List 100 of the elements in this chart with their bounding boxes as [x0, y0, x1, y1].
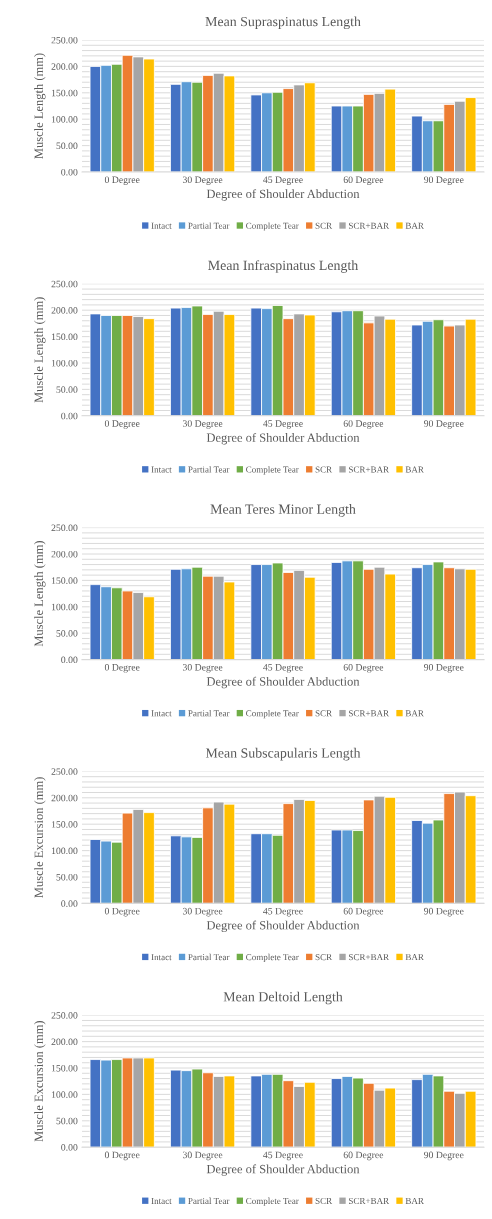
legend-label: Intact	[151, 710, 172, 717]
x-axis-title: Degree of Shoulder Abduction	[206, 432, 360, 445]
y-tick-label: 50.00	[56, 1117, 78, 1125]
y-axis-title: Muscle Excursion (mm)	[34, 1021, 46, 1142]
chart-title: Mean Infraspinatus Length	[208, 260, 359, 273]
legend-label: BAR	[405, 710, 424, 717]
y-tick-label: 100.00	[51, 359, 78, 367]
legend-label: Intact	[151, 1197, 172, 1204]
x-tick-label: 90 Degree	[424, 664, 464, 673]
y-tick-label: 50.00	[56, 873, 78, 881]
x-axis-title: Degree of Shoulder Abduction	[206, 676, 360, 689]
y-tick-label: 250.00	[51, 768, 78, 775]
x-tick-label: 0 Degree	[104, 176, 140, 185]
y-tick-label: 0.00	[61, 412, 78, 420]
x-axis-title: Degree of Shoulder Abduction	[206, 920, 360, 933]
legend-label: SCR+BAR	[349, 710, 390, 717]
y-tick-label: 250.00	[51, 36, 78, 44]
legend-label: Partial Tear	[188, 222, 230, 229]
legend-label: SCR	[315, 954, 333, 961]
y-tick-label: 200.00	[51, 550, 78, 558]
y-tick-label: 250.00	[51, 280, 78, 288]
legend-label: Partial Tear	[188, 710, 230, 717]
chart-title: Mean Supraspinatus Length	[205, 16, 361, 30]
x-tick-label: 45 Degree	[263, 664, 303, 673]
y-tick-label: 100.00	[51, 603, 78, 611]
y-tick-label: 100.00	[51, 1091, 78, 1098]
x-tick-label: 30 Degree	[182, 664, 223, 673]
y-tick-label: 150.00	[51, 1064, 78, 1072]
x-tick-label: 45 Degree	[263, 1151, 303, 1161]
legend-label: Complete Tear	[246, 953, 299, 963]
y-tick-label: 0.00	[61, 1144, 78, 1151]
x-tick-label: 90 Degree	[424, 420, 464, 429]
y-tick-label: 0.00	[61, 656, 78, 664]
y-tick-label: 150.00	[51, 89, 78, 97]
y-tick-label: 200.00	[51, 307, 78, 314]
y-tick-label: 200.00	[51, 63, 78, 70]
legend-label: SCR+BAR	[349, 954, 390, 961]
y-tick-label: 200.00	[51, 1038, 78, 1046]
x-tick-label: 0 Degree	[104, 420, 140, 429]
x-tick-label: 60 Degree	[343, 420, 384, 429]
legend-label: BAR	[405, 1197, 424, 1204]
y-tick-label: 150.00	[51, 821, 78, 828]
legend-label: SCR+BAR	[349, 1197, 390, 1204]
legend-label: BAR	[405, 466, 424, 473]
y-axis-title: Muscle Length (mm)	[34, 53, 46, 159]
legend-label: SCR	[315, 466, 333, 473]
legend-label: Partial Tear	[188, 1197, 230, 1204]
legend-label: Intact	[151, 954, 172, 961]
legend-label: Intact	[151, 466, 172, 473]
x-tick-label: 30 Degree	[182, 420, 223, 429]
y-axis-title: Muscle Length (mm)	[34, 541, 46, 647]
x-tick-label: 60 Degree	[343, 907, 384, 917]
x-tick-label: 90 Degree	[424, 907, 464, 917]
x-tick-label: 30 Degree	[182, 1151, 223, 1161]
x-axis-title: Degree of Shoulder Abduction	[206, 189, 360, 201]
legend-label: Complete Tear	[246, 710, 299, 719]
y-tick-label: 0.00	[61, 168, 78, 176]
y-tick-label: 100.00	[51, 847, 78, 855]
legend-label: Complete Tear	[246, 1197, 299, 1206]
x-tick-label: 45 Degree	[263, 907, 303, 917]
y-tick-label: 0.00	[61, 900, 78, 907]
x-tick-label: 60 Degree	[343, 664, 384, 673]
legend-label: Intact	[151, 222, 172, 229]
chart-title: Mean Subscapularis Length	[205, 747, 361, 761]
x-tick-label: 30 Degree	[182, 907, 223, 917]
y-tick-label: 100.00	[51, 116, 78, 123]
x-tick-label: 0 Degree	[104, 1151, 140, 1161]
y-tick-label: 250.00	[51, 1012, 78, 1019]
x-tick-label: 30 Degree	[182, 176, 223, 185]
legend-label: BAR	[405, 954, 424, 961]
legend-label: Complete Tear	[246, 466, 299, 475]
x-tick-label: 60 Degree	[343, 176, 384, 185]
x-tick-label: 90 Degree	[424, 1151, 464, 1161]
y-axis-title: Muscle Excursion (mm)	[34, 777, 46, 898]
legend-label: SCR+BAR	[349, 466, 390, 473]
y-tick-label: 250.00	[51, 524, 78, 532]
legend-label: SCR	[315, 222, 333, 229]
legend-label: SCR+BAR	[349, 222, 390, 229]
legend-label: Partial Tear	[188, 466, 230, 473]
legend-label: BAR	[405, 222, 424, 229]
y-tick-label: 150.00	[51, 333, 78, 341]
x-tick-label: 0 Degree	[104, 907, 140, 917]
x-tick-label: 45 Degree	[263, 420, 303, 429]
y-tick-label: 50.00	[56, 386, 78, 393]
y-tick-label: 50.00	[56, 630, 78, 637]
y-axis-title: Muscle Length (mm)	[34, 297, 46, 403]
chart-title: Mean Teres Minor Length	[210, 504, 356, 517]
x-tick-label: 60 Degree	[343, 1151, 384, 1161]
x-tick-label: 90 Degree	[424, 176, 464, 185]
legend-label: SCR	[315, 1197, 333, 1204]
y-tick-label: 150.00	[51, 577, 78, 584]
x-tick-label: 0 Degree	[104, 664, 140, 673]
x-axis-title: Degree of Shoulder Abduction	[206, 1164, 360, 1176]
legend-label: SCR	[315, 710, 333, 717]
x-tick-label: 45 Degree	[263, 176, 303, 185]
y-tick-label: 50.00	[56, 142, 78, 150]
chart-title: Mean Deltoid Length	[223, 991, 343, 1005]
legend-label: Partial Tear	[188, 953, 230, 961]
y-tick-label: 200.00	[51, 794, 78, 802]
legend-label: Complete Tear	[246, 222, 299, 231]
